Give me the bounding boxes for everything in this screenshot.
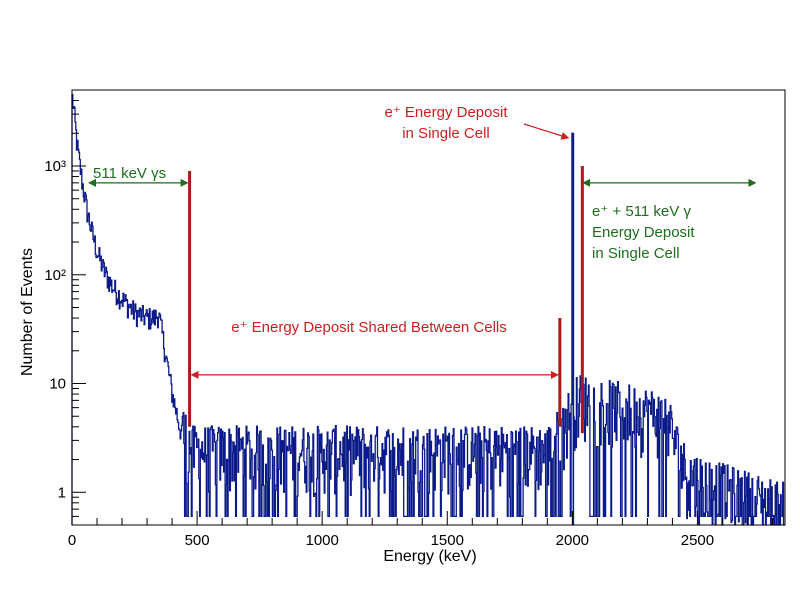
y-tick-label: 10² <box>44 267 66 284</box>
x-tick-label: 2500 <box>681 532 714 549</box>
x-tick-label: 500 <box>185 532 210 549</box>
y-axis-title: Number of Events <box>19 248 36 376</box>
annotation-text-single: in Single Cell <box>402 125 490 142</box>
annotation-pointer-single <box>523 123 570 140</box>
annotation-text-single: e⁺ Energy Deposit <box>385 104 509 121</box>
annotation-text-plus_gamma: e⁺ + 511 keV γ <box>592 203 691 220</box>
x-tick-label: 1500 <box>431 532 464 549</box>
x-tick-label: 1000 <box>305 532 338 549</box>
y-tick-label: 1 <box>58 484 66 501</box>
annotation-text-gamma_511: 511 keV γs <box>93 165 166 182</box>
x-axis-title: Energy (keV) <box>383 548 476 565</box>
annotation-text-shared: e⁺ Energy Deposit Shared Between Cells <box>231 319 507 336</box>
x-tick-label: 2000 <box>556 532 589 549</box>
histogram-series-line <box>71 94 785 526</box>
annotation-text-plus_gamma: in Single Cell <box>592 245 680 262</box>
x-tick-label: 0 <box>68 532 76 549</box>
y-tick-label: 10³ <box>44 158 66 175</box>
y-tick-label: 10 <box>49 376 66 393</box>
annotation-text-plus_gamma: Energy Deposit <box>592 224 695 241</box>
